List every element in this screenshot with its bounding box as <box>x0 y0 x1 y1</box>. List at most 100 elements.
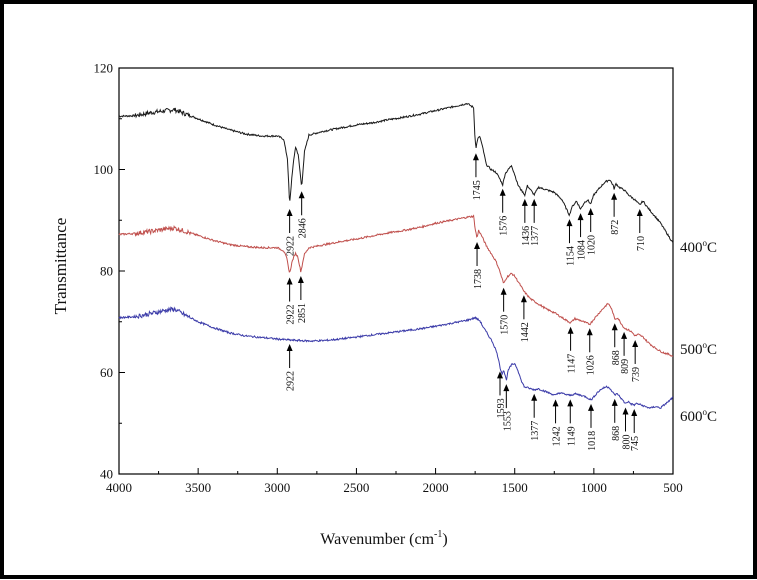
annotation-arrowhead <box>298 191 305 199</box>
annotation-label: 745 <box>630 436 641 451</box>
annotation-label: 1026 <box>586 355 597 375</box>
x-tick-label: 2000 <box>423 480 449 495</box>
annotation-arrowhead <box>474 242 481 250</box>
annotation-label: 2851 <box>297 303 308 323</box>
annotation-arrowhead <box>632 339 639 347</box>
annotation-arrowhead <box>472 153 479 161</box>
annotation-arrowhead <box>611 323 618 331</box>
annotation-arrowhead <box>567 399 574 407</box>
annotation-arrowhead <box>520 295 527 303</box>
annotation-arrowhead <box>621 331 628 339</box>
annotation-label: 809 <box>620 359 631 374</box>
annotation-label: 2846 <box>298 218 309 238</box>
annotation-label: 1593 <box>496 398 507 418</box>
annotation-label: 1242 <box>552 426 563 446</box>
annotation-arrowhead <box>566 219 573 227</box>
y-tick-label: 60 <box>100 365 113 380</box>
annotation-arrowhead <box>286 277 293 285</box>
series-line <box>118 102 674 243</box>
axis-ticks: 4000 3500 3000 2500 2000 1500 1000 500 40 60 80 100… <box>94 61 683 496</box>
y-tick-label: 120 <box>94 61 114 76</box>
series-line <box>118 214 674 357</box>
annotation-arrowhead <box>500 287 507 295</box>
annotation-label: 1377 <box>530 421 541 441</box>
annotation-arrowhead <box>503 384 510 392</box>
series-label-degree: o <box>703 238 708 248</box>
annotation-label: 1020 <box>587 235 598 255</box>
annotation-arrowhead <box>499 188 506 196</box>
series-label-temp: 400 <box>680 240 703 256</box>
annotation-arrowhead <box>567 326 574 334</box>
x-axis-label: Wavenumber (cm-1) <box>320 529 447 548</box>
y-tick-label: 40 <box>100 467 113 482</box>
annotation-arrowhead <box>636 209 643 217</box>
annotation-arrowhead <box>531 198 538 206</box>
annotation-arrowhead <box>611 398 618 406</box>
plot-area-border <box>118 67 674 475</box>
series-label-temp: 600 <box>680 409 703 425</box>
annotation-arrowhead <box>611 192 618 200</box>
annotation-label: 1576 <box>499 216 510 236</box>
y-axis-label: Transmittance <box>51 218 70 315</box>
annotation-label: 2922 <box>286 371 297 391</box>
annotation-label: 739 <box>631 367 642 382</box>
annotation-label: 1745 <box>472 180 483 200</box>
annotation-arrowhead <box>588 403 595 411</box>
annotation-label: 1436 <box>521 226 532 246</box>
series-label-unit: C <box>707 240 717 256</box>
annotation-label: 1738 <box>473 269 484 289</box>
x-tick-label: 3000 <box>264 480 290 495</box>
annotation-arrowhead <box>587 208 594 216</box>
x-tick-label: 1500 <box>502 480 528 495</box>
series-line <box>118 306 674 409</box>
series-label: 500oC <box>680 340 717 358</box>
annotation-arrowhead <box>586 328 593 336</box>
annotation-label: 1377 <box>530 226 541 246</box>
annotation-arrowhead <box>496 371 503 379</box>
spectra-series <box>118 102 674 409</box>
annotation-label: 710 <box>636 236 647 251</box>
annotation-arrowhead <box>521 198 528 206</box>
annotation-arrowhead <box>286 209 293 217</box>
series-label-temp: 500 <box>680 342 703 358</box>
annotation-label: 1149 <box>566 426 577 446</box>
annotation-label: 1147 <box>567 354 578 374</box>
x-axis-label-tail: ) <box>442 531 447 548</box>
series-label: 400oC <box>680 238 717 256</box>
series-label: 600oC <box>680 407 717 425</box>
annotation-label: 1442 <box>520 322 531 342</box>
x-tick-label: 3500 <box>185 480 211 495</box>
annotation-label: 2922 <box>286 236 297 256</box>
series-label-unit: C <box>707 342 717 358</box>
x-tick-label: 1000 <box>581 480 607 495</box>
annotation-arrowhead <box>286 344 293 352</box>
annotation-arrowhead <box>531 393 538 401</box>
series-label-degree: o <box>703 407 708 417</box>
annotation-label: 1084 <box>577 240 588 260</box>
annotation-label: 1154 <box>565 246 576 266</box>
annotation-label: 2922 <box>286 305 297 325</box>
annotation-label: 868 <box>611 350 622 365</box>
annotation-label: 1553 <box>502 411 513 431</box>
x-tick-label: 2500 <box>343 480 369 495</box>
x-axis-label-sup: -1 <box>434 529 442 540</box>
annotation-label: 872 <box>610 220 621 235</box>
annotation-arrowhead <box>622 407 629 415</box>
annotation-label: 1570 <box>500 315 511 335</box>
x-tick-label: 500 <box>663 480 683 495</box>
y-tick-label: 100 <box>94 162 114 177</box>
series-label-unit: C <box>707 409 717 425</box>
annotation-arrowhead <box>577 213 584 221</box>
x-axis-label-main: Wavenumber (cm <box>320 531 434 548</box>
annotation-arrowhead <box>297 276 304 284</box>
ftir-chart: 4000 3500 3000 2500 2000 1500 1000 500 40 60 80 100… <box>51 61 717 549</box>
series-label-degree: o <box>703 340 708 350</box>
x-tick-label: 4000 <box>106 480 132 495</box>
annotation-label: 800 <box>622 434 633 449</box>
plot-axes <box>118 67 674 475</box>
annotation-label: 868 <box>611 426 622 441</box>
annotation-arrowhead <box>631 408 638 416</box>
